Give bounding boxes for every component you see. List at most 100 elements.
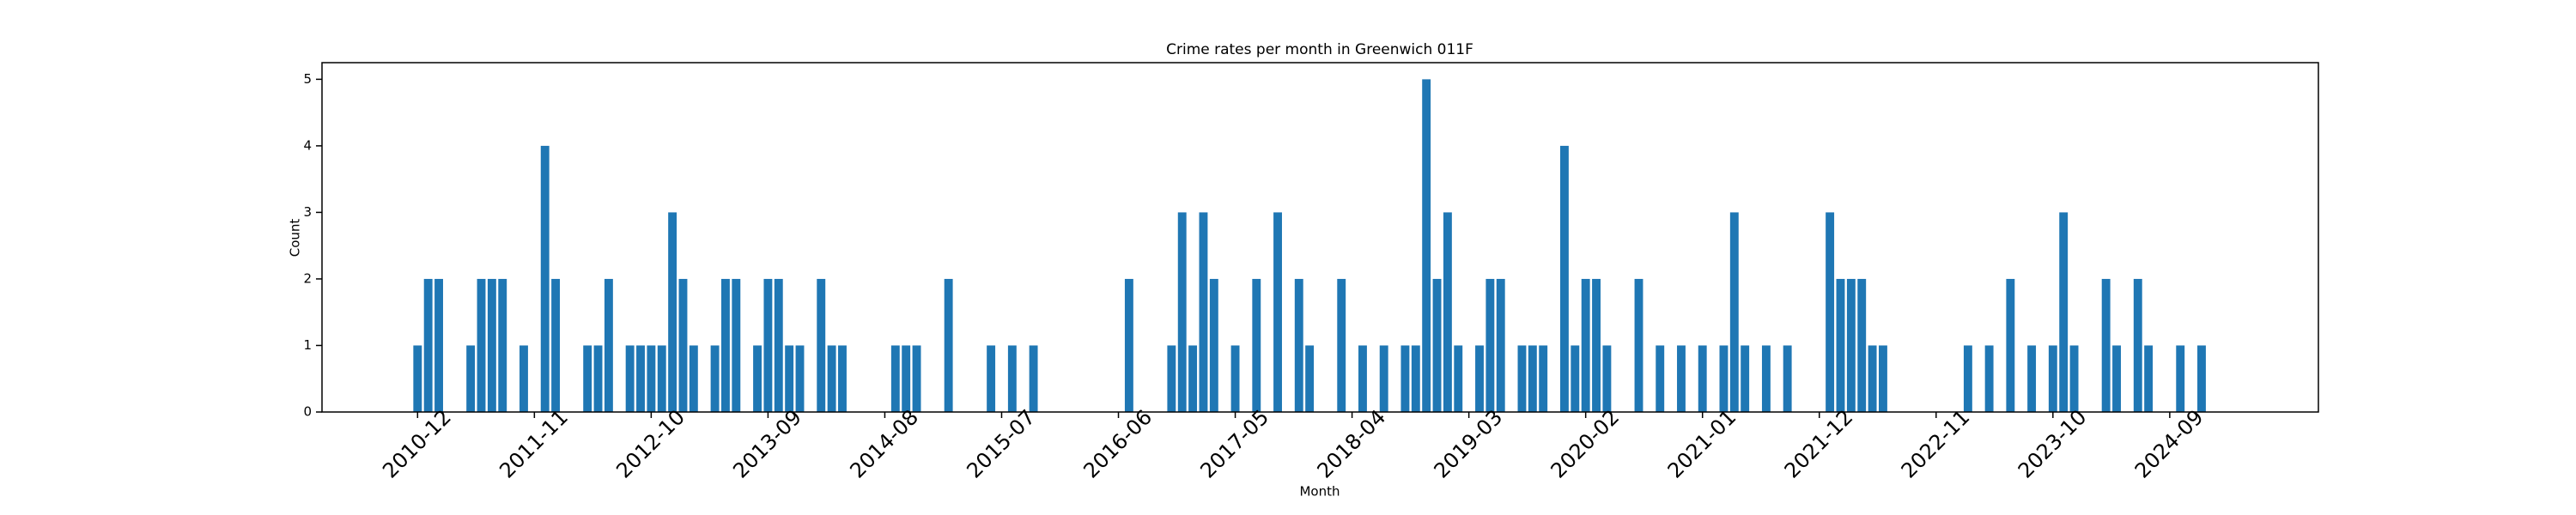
bar: [625, 345, 635, 412]
bar: [1475, 345, 1484, 412]
y-tick-label: 5: [303, 71, 312, 87]
bar: [1698, 345, 1707, 412]
bar: [647, 345, 656, 412]
bar: [1411, 345, 1420, 412]
bar: [1443, 212, 1452, 412]
bar: [1677, 345, 1686, 412]
bar: [890, 345, 900, 412]
bar: [540, 145, 550, 412]
bar: [1337, 278, 1346, 412]
bar: [763, 278, 773, 412]
bar: [710, 345, 720, 412]
bar: [1007, 345, 1017, 412]
bar: [827, 345, 836, 412]
bar: [732, 278, 741, 412]
bar: [1761, 345, 1771, 412]
bar: [1124, 278, 1133, 412]
bar: [413, 345, 422, 412]
bar: [1294, 278, 1303, 412]
bar: [2048, 345, 2057, 412]
y-tick-label: 3: [303, 204, 312, 220]
bar: [1879, 345, 1887, 412]
bar: [1252, 278, 1261, 412]
bar: [1868, 345, 1877, 412]
bar: [795, 345, 805, 412]
bar: [902, 345, 911, 412]
bar: [1305, 345, 1315, 412]
bar: [2027, 345, 2037, 412]
bar: [1559, 145, 1569, 412]
y-tick-label: 2: [303, 270, 312, 286]
bar: [2059, 212, 2069, 412]
bar: [657, 345, 666, 412]
bar: [1539, 345, 1548, 412]
bar: [423, 278, 433, 412]
bar: [1188, 345, 1198, 412]
x-axis-label: Month: [1299, 484, 1340, 500]
bar: [1857, 278, 1867, 412]
bar: [1581, 278, 1590, 412]
bar: [689, 345, 698, 412]
bar: [1836, 278, 1845, 412]
bar: [1984, 345, 1994, 412]
bar: [551, 278, 561, 412]
bar: [1602, 345, 1612, 412]
bar: [1209, 278, 1218, 412]
bar: [466, 345, 476, 412]
bar: [1592, 278, 1601, 412]
bar: [2069, 345, 2079, 412]
bar: [1496, 278, 1505, 412]
bar: [912, 345, 921, 412]
bar: [1400, 345, 1410, 412]
bar: [583, 345, 592, 412]
bar: [1741, 345, 1750, 412]
bar: [785, 345, 794, 412]
bar: [987, 345, 996, 412]
bar: [2197, 345, 2206, 412]
bar: [1432, 278, 1442, 412]
y-tick-label: 0: [303, 404, 312, 420]
bar: [1485, 278, 1495, 412]
bar: [498, 278, 507, 412]
bar: [678, 278, 688, 412]
y-tick-label: 4: [303, 137, 312, 153]
bar: [1846, 278, 1856, 412]
y-axis-label: Count: [288, 219, 303, 258]
bar: [1029, 345, 1038, 412]
bar: [2133, 278, 2142, 412]
bar: [1230, 345, 1240, 412]
bar: [519, 345, 528, 412]
bar: [1729, 212, 1739, 412]
bar: [1379, 345, 1388, 412]
bar: [1783, 345, 1792, 412]
bar: [1167, 345, 1176, 412]
bar: [2176, 345, 2185, 412]
bar: [604, 278, 613, 412]
bar: [668, 212, 677, 412]
bar: [944, 278, 953, 412]
bar: [1358, 345, 1367, 412]
bar: [1273, 212, 1282, 412]
bar: [1634, 278, 1643, 412]
bar: [487, 278, 496, 412]
bar: [2144, 345, 2154, 412]
y-tick-label: 1: [303, 337, 312, 353]
bar: [721, 278, 730, 412]
bar: [1826, 212, 1835, 412]
bar: [1517, 345, 1527, 412]
bar: [817, 278, 826, 412]
bar: [593, 345, 603, 412]
bar: [753, 345, 762, 412]
bar: [2112, 345, 2121, 412]
bar: [774, 278, 783, 412]
bar: [2006, 278, 2015, 412]
bar: [1454, 345, 1463, 412]
bar: [1422, 79, 1431, 412]
bar: [1656, 345, 1665, 412]
bar: [636, 345, 645, 412]
bar: [477, 278, 486, 412]
bar: [1719, 345, 1728, 412]
bar: [2101, 278, 2111, 412]
bar: [1528, 345, 1537, 412]
